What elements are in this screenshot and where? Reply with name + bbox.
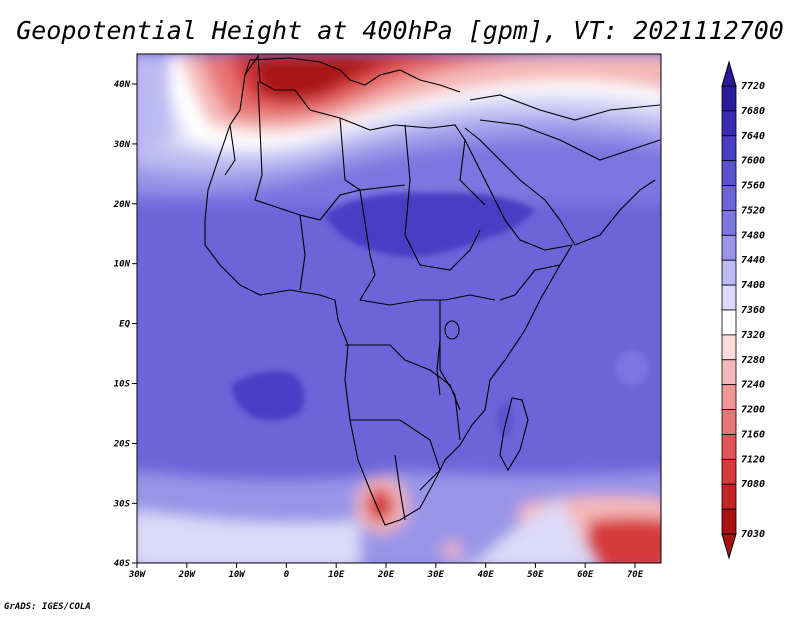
colorbar-swatch	[721, 284, 737, 311]
madagascar-coastline	[499, 397, 529, 472]
border-11	[439, 300, 461, 441]
lat-tick-label: 30S	[113, 499, 131, 509]
colorbar-label: 7320	[741, 330, 765, 341]
colorbar-label: 7120	[741, 454, 765, 465]
colorbar-swatch	[721, 359, 737, 386]
colorbar-swatch	[721, 458, 737, 485]
colorbar-swatch	[721, 434, 737, 460]
lon-tick-label: 20E	[377, 570, 395, 580]
colorbar-swatch	[721, 234, 737, 261]
colorbar-label: 7240	[741, 380, 765, 391]
lon-tick-label: 10E	[328, 570, 345, 580]
map-title: Geopotential Height at 400hPa [gpm], VT:…	[16, 16, 784, 45]
colorbar-swatch	[721, 409, 737, 435]
lat-tick-label: 30N	[113, 140, 131, 150]
border-2	[299, 214, 306, 291]
colorbar-swatch	[721, 508, 737, 535]
colorbar-swatch	[721, 185, 737, 211]
colorbar-label: 7030	[741, 529, 765, 540]
asia-border	[469, 94, 661, 121]
colorbar-swatch	[721, 135, 737, 162]
lat-tick-label: 10S	[114, 380, 131, 390]
colorbar-label: 7520	[741, 205, 765, 216]
colorbar-label: 7600	[741, 156, 765, 167]
lon-tick-label: 30E	[427, 570, 445, 580]
colorbar-top-arrow	[721, 60, 737, 87]
lake-victoria	[444, 320, 460, 340]
colorbar-swatch	[721, 483, 737, 510]
colorbar-swatch	[721, 384, 737, 410]
colorbar-label: 7360	[741, 305, 765, 316]
europe-coastline	[244, 57, 461, 93]
colorbar-label: 7680	[741, 106, 765, 117]
colorbar-label: 7080	[741, 479, 765, 490]
lon-tick-label: 20W	[178, 570, 197, 580]
longitude-axis: 30W 20W 10W 0 10E 20E 30E 40E 50E 60E 70E	[128, 563, 644, 580]
border-3	[359, 189, 376, 301]
colorbar-label: 7560	[741, 181, 765, 192]
colorbar-label: 7400	[741, 280, 765, 291]
border-7	[359, 294, 496, 306]
height-field	[137, 54, 661, 563]
africa-coastline	[204, 54, 574, 526]
lat-tick-label: 40N	[114, 80, 131, 90]
lon-tick-label: 50E	[527, 570, 544, 580]
border-9	[350, 419, 441, 491]
colorbar: 7720 7680 7640 7600 7560 7520 7480 7440 7400 7360…	[721, 60, 765, 560]
colorbar-label: 7200	[741, 405, 765, 416]
colorbar-label: 7480	[741, 230, 765, 241]
coastlines	[204, 54, 661, 526]
border-12	[224, 124, 236, 176]
grads-credit: GrADS: IGES/COLA	[4, 602, 91, 612]
colorbar-swatch	[721, 334, 737, 361]
colorbar-swatch	[721, 85, 737, 112]
colorbar-label: 7280	[741, 355, 765, 366]
lon-tick-label: 70E	[627, 570, 644, 580]
colorbar-bottom-arrow	[721, 533, 737, 560]
lat-tick-label: EQ	[119, 320, 130, 330]
colorbar-swatch	[721, 309, 737, 336]
lon-tick-label: 60E	[577, 570, 594, 580]
colorbar-label: 7440	[741, 255, 765, 266]
lon-tick-label: 40E	[477, 570, 494, 580]
lake-tanganyika	[436, 339, 441, 396]
colorbar-swatch	[721, 259, 737, 286]
border-10	[394, 454, 406, 521]
lat-tick-label: 40S	[114, 559, 131, 569]
colorbar-swatch	[721, 160, 737, 186]
lon-tick-label: 30W	[128, 570, 147, 580]
lon-tick-label: 10W	[228, 570, 246, 580]
plot-frame	[136, 53, 662, 564]
colorbar-label: 7640	[741, 131, 765, 142]
lat-tick-label: 20N	[113, 200, 131, 210]
arabia-coastline	[464, 127, 656, 246]
middle-east-border	[479, 119, 661, 161]
border-6	[459, 139, 486, 206]
border-4	[404, 124, 481, 271]
border-13	[499, 264, 561, 301]
colorbar-label: 7720	[741, 81, 765, 92]
colorbar-swatch	[721, 110, 737, 137]
lon-tick-label: 0	[284, 570, 290, 580]
lat-tick-label: 10N	[114, 260, 131, 270]
latitude-axis: 40N 30N 20N 10N EQ 10S 20S 30S 40S	[113, 80, 137, 569]
lat-tick-label: 20S	[113, 439, 131, 449]
colorbar-swatch	[721, 210, 737, 236]
colorbar-label: 7160	[741, 429, 765, 440]
border-5	[339, 117, 406, 191]
